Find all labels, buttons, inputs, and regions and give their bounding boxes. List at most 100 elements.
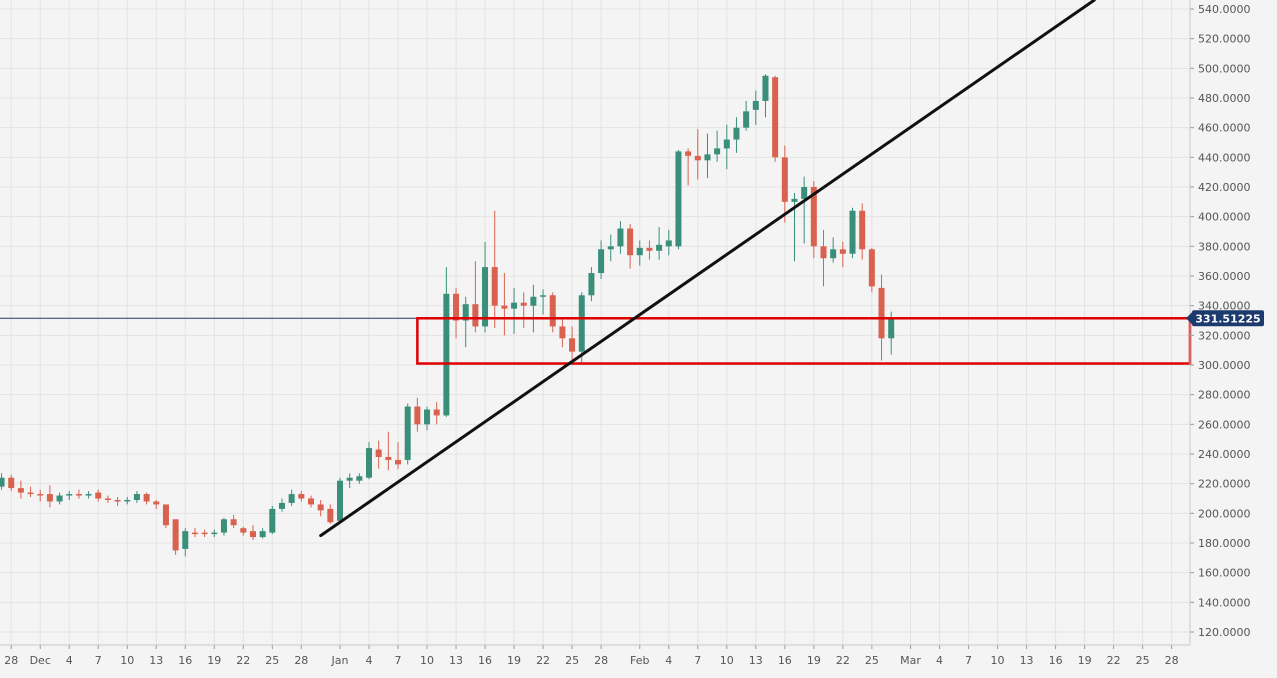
candle-bullish[interactable]: [85, 491, 92, 499]
candle-bullish[interactable]: [849, 207, 856, 259]
candle-bearish[interactable]: [143, 492, 150, 505]
candle-bullish[interactable]: [259, 528, 266, 539]
candle-bearish[interactable]: [17, 480, 24, 499]
candle-bullish[interactable]: [337, 477, 343, 524]
candle-body: [636, 247, 643, 256]
candle-bullish[interactable]: [714, 130, 721, 162]
candle-bearish[interactable]: [839, 241, 846, 268]
candle-bearish[interactable]: [114, 497, 121, 506]
candle-bullish[interactable]: [588, 267, 595, 302]
candle-bullish[interactable]: [743, 100, 750, 131]
candle-bearish[interactable]: [820, 230, 827, 287]
candle-bearish[interactable]: [191, 528, 198, 538]
x-axis[interactable]: 28 Dec 4 7 10 13 16 19 22 25 28 Jan 4 7 10 13 16 19 22 25 28…: [0, 644, 1190, 667]
candle-bullish[interactable]: [424, 406, 431, 431]
y-axis[interactable]: 120.0000 140.0000 160.0000 180.0000 200.0000…: [1189, 0, 1251, 645]
candle-bullish[interactable]: [791, 192, 798, 262]
candle-bullish[interactable]: [530, 284, 537, 333]
candle-bearish[interactable]: [385, 431, 392, 471]
candle-bullish[interactable]: [366, 442, 373, 480]
candle-bullish[interactable]: [752, 90, 759, 125]
x-tick-label: 19: [507, 654, 521, 667]
candle-bullish[interactable]: [723, 124, 730, 170]
candle-bearish[interactable]: [153, 499, 160, 509]
candle-bullish[interactable]: [656, 227, 663, 260]
candle-bearish[interactable]: [162, 504, 169, 529]
candle-bullish[interactable]: [443, 267, 450, 417]
candle-bearish[interactable]: [317, 499, 324, 517]
candle-bearish[interactable]: [646, 240, 653, 260]
candle-bearish[interactable]: [201, 529, 208, 538]
candle-bearish[interactable]: [501, 273, 508, 336]
candle-bearish[interactable]: [472, 261, 479, 333]
candle-bullish[interactable]: [511, 287, 518, 334]
candle-bearish[interactable]: [327, 504, 334, 524]
candle-bearish[interactable]: [240, 526, 247, 536]
candle-bearish[interactable]: [781, 145, 788, 223]
candle-bearish[interactable]: [772, 75, 779, 162]
candle-bullish[interactable]: [607, 234, 614, 262]
candle-bullish[interactable]: [617, 221, 624, 254]
candle-bullish[interactable]: [404, 403, 411, 465]
candle-bearish[interactable]: [491, 210, 498, 328]
candle-bearish[interactable]: [75, 489, 82, 499]
candle-bearish[interactable]: [414, 397, 421, 432]
candle-bearish[interactable]: [8, 474, 15, 492]
candle-bearish[interactable]: [37, 489, 44, 502]
candle-bearish[interactable]: [694, 129, 701, 180]
candle-bullish[interactable]: [830, 237, 837, 263]
candle-bullish[interactable]: [704, 133, 711, 179]
y-tick-label: 360.0000: [1198, 270, 1251, 283]
candle-bearish[interactable]: [95, 489, 102, 502]
candle-bullish[interactable]: [540, 289, 547, 315]
candle-bullish[interactable]: [598, 240, 605, 279]
candle-bullish[interactable]: [278, 498, 285, 512]
candle-bearish[interactable]: [307, 495, 314, 508]
candle-bearish[interactable]: [559, 319, 566, 348]
x-tick-label: Mar: [900, 654, 921, 667]
candle-bearish[interactable]: [868, 247, 875, 293]
candle-bearish[interactable]: [433, 402, 440, 425]
candle-bearish[interactable]: [27, 486, 34, 498]
trendline[interactable]: [319, 0, 1096, 538]
candle-bullish[interactable]: [346, 473, 353, 489]
candle-bullish[interactable]: [665, 230, 672, 256]
candle-bearish[interactable]: [549, 292, 556, 333]
candle-bearish[interactable]: [859, 203, 866, 260]
candle-bearish[interactable]: [298, 491, 305, 502]
candle-bearish[interactable]: [627, 224, 634, 269]
candle-bearish[interactable]: [249, 525, 256, 541]
candle-bullish[interactable]: [636, 240, 643, 266]
candle-bullish[interactable]: [182, 528, 189, 557]
candle-bearish[interactable]: [46, 485, 53, 508]
candle-bullish[interactable]: [133, 491, 140, 503]
candle-bullish[interactable]: [733, 117, 740, 153]
candle-bearish[interactable]: [395, 442, 402, 469]
candle-bearish[interactable]: [104, 495, 111, 503]
candle-bullish[interactable]: [356, 473, 363, 484]
candle-bearish[interactable]: [453, 287, 460, 339]
candle-bearish[interactable]: [375, 440, 382, 469]
candle-bullish[interactable]: [462, 296, 469, 348]
candle-bullish[interactable]: [578, 292, 585, 363]
candle-body: [888, 318, 895, 339]
candle-bearish[interactable]: [230, 514, 237, 529]
candle-bullish[interactable]: [675, 149, 682, 250]
candle-body: [356, 476, 363, 481]
candle-bearish[interactable]: [569, 326, 576, 361]
candle-bearish[interactable]: [520, 292, 527, 328]
candle-bearish[interactable]: [172, 519, 179, 555]
candle-bullish[interactable]: [66, 491, 73, 500]
candle-bullish[interactable]: [801, 176, 808, 244]
candle-bullish[interactable]: [56, 492, 63, 505]
candle-bullish[interactable]: [0, 473, 5, 490]
candle-bullish[interactable]: [269, 505, 276, 535]
candle-bullish[interactable]: [288, 489, 295, 506]
candle-bullish[interactable]: [762, 74, 769, 118]
candle-bullish[interactable]: [124, 497, 131, 505]
candle-bearish[interactable]: [685, 148, 692, 186]
candle-bullish[interactable]: [211, 529, 218, 538]
candle-bullish[interactable]: [220, 517, 227, 536]
